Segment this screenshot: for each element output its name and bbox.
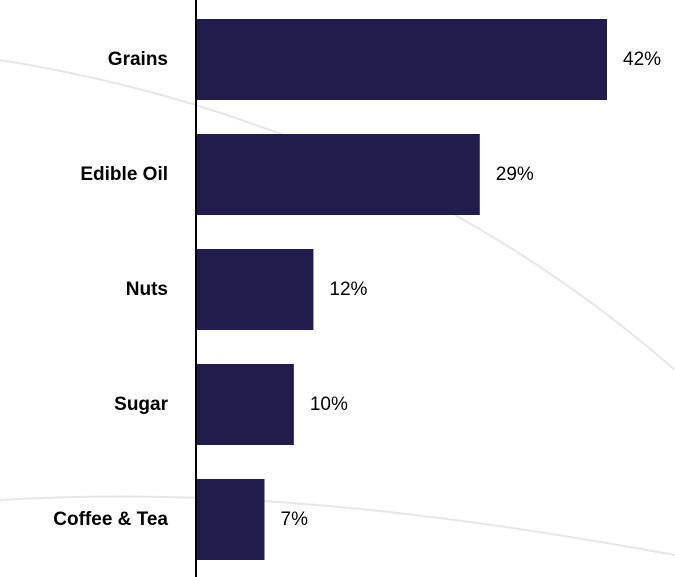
decor-curve-bottom [0, 495, 675, 556]
bar-nuts [196, 249, 314, 330]
bar-coffee-tea [196, 479, 265, 560]
bars-group [196, 19, 607, 560]
value-label-coffee-tea: 7% [281, 509, 309, 530]
category-label-sugar: Sugar [114, 394, 168, 415]
category-label-edible-oil: Edible Oil [80, 164, 168, 185]
value-label-nuts: 12% [329, 279, 367, 300]
value-label-edible-oil: 29% [496, 164, 534, 185]
value-label-grains: 42% [623, 49, 661, 70]
category-label-grains: Grains [108, 49, 168, 70]
labels-group: Grains 42% Edible Oil 29% Nuts 12% Sugar 10% Cof… [53, 49, 661, 530]
value-label-sugar: 10% [310, 394, 348, 415]
bar-sugar [196, 364, 294, 445]
bar-grains [196, 19, 607, 100]
bar-edible-oil [196, 134, 480, 215]
category-label-nuts: Nuts [126, 279, 168, 300]
category-label-coffee-tea: Coffee & Tea [53, 509, 168, 530]
